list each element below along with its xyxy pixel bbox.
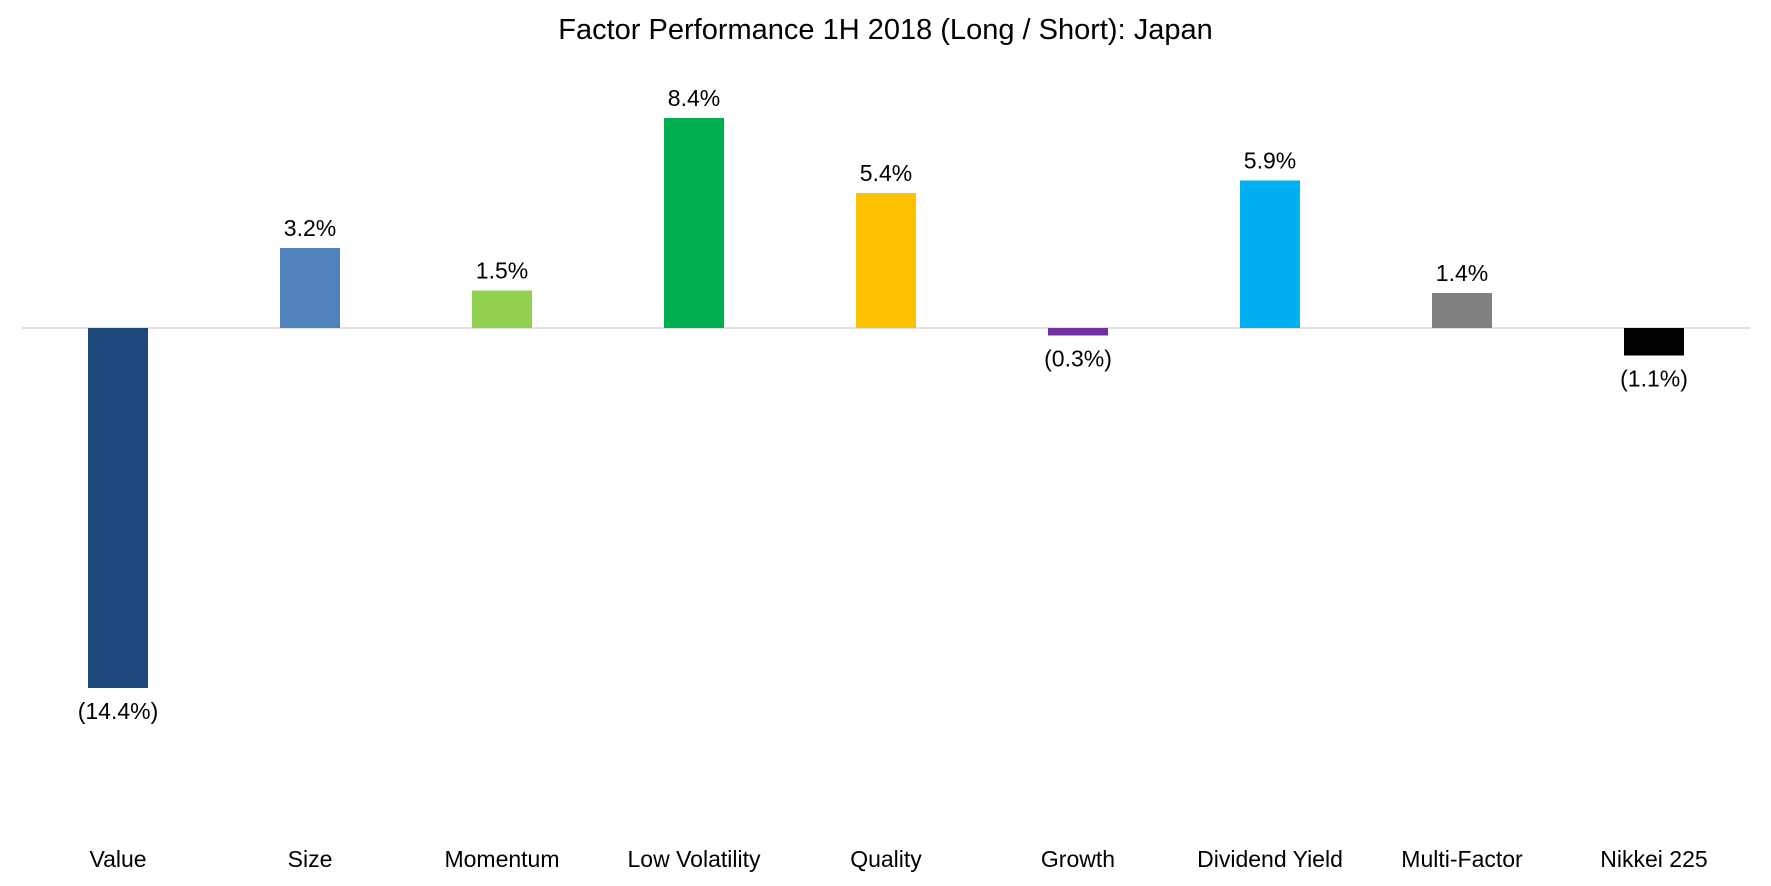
bar-momentum [472, 290, 532, 328]
category-label: Value [89, 846, 146, 872]
data-label: 1.5% [476, 258, 528, 284]
data-label: (14.4%) [78, 698, 159, 724]
bar-nikkei-225 [1624, 328, 1684, 356]
data-label: (1.1%) [1620, 366, 1688, 392]
data-label: 5.4% [860, 160, 912, 186]
category-label: Quality [850, 846, 922, 872]
data-label: 3.2% [284, 215, 336, 241]
category-label: Size [288, 846, 333, 872]
category-label: Nikkei 225 [1600, 846, 1707, 872]
chart-title: Factor Performance 1H 2018 (Long / Short… [558, 14, 1213, 46]
bar-multi-factor [1432, 293, 1492, 328]
data-label: (0.3%) [1044, 346, 1112, 372]
bar-dividend-yield [1240, 180, 1300, 328]
category-label: Low Volatility [628, 846, 761, 872]
category-label: Growth [1041, 846, 1115, 872]
bar-size [280, 248, 340, 328]
bar-value [88, 328, 148, 688]
bar-quality [856, 193, 916, 328]
data-label: 5.9% [1244, 148, 1296, 174]
data-label: 1.4% [1436, 260, 1488, 286]
category-label: Dividend Yield [1197, 846, 1343, 872]
category-label: Momentum [444, 846, 559, 872]
data-label: 8.4% [668, 85, 720, 111]
category-label: Multi-Factor [1401, 846, 1523, 872]
bar-growth [1048, 328, 1108, 336]
bar-low-volatility [664, 118, 724, 328]
